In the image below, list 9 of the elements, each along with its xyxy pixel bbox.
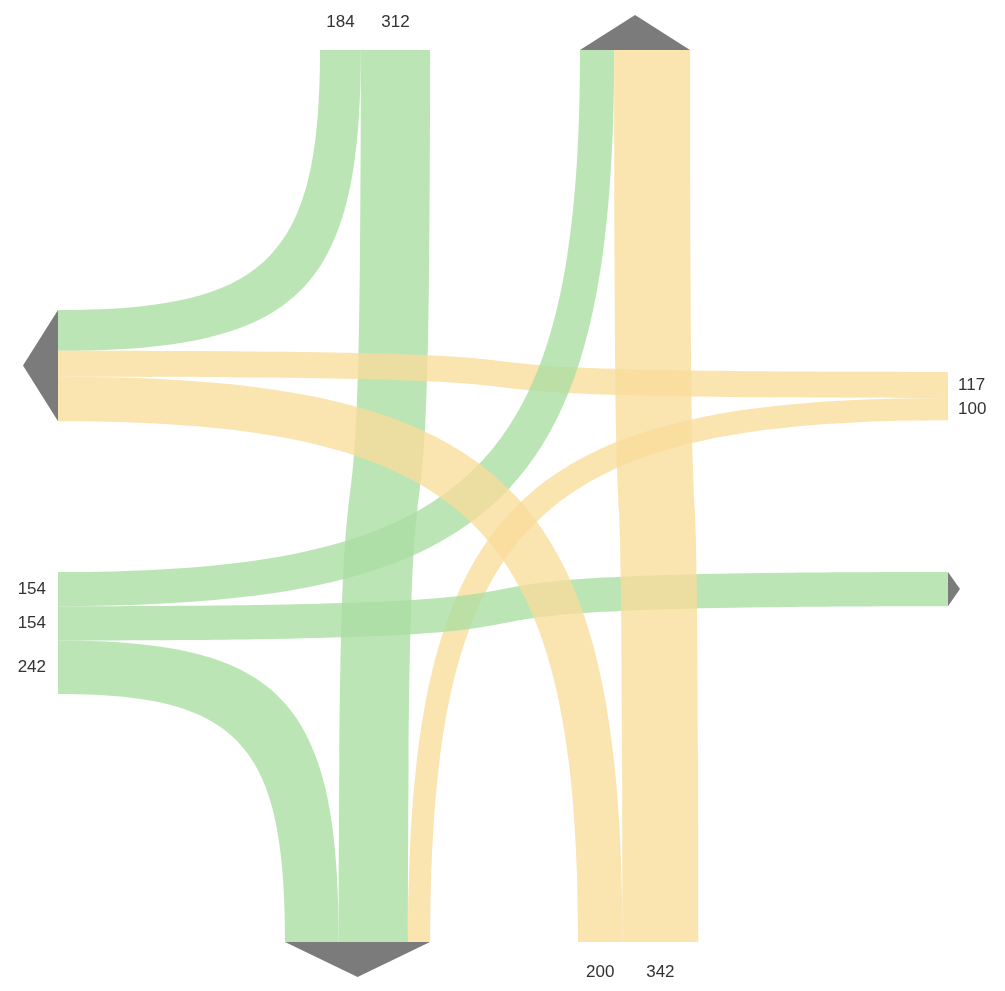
data-label: 154 (17, 578, 46, 598)
data-label: 342 (646, 961, 675, 981)
data-label: 154 (17, 612, 46, 632)
data-label: 200 (586, 961, 615, 981)
data-label: 242 (17, 656, 46, 676)
data-label: 312 (381, 11, 410, 31)
data-label: 117 (958, 374, 986, 394)
data-label: 100 (958, 398, 987, 418)
data-label: 184 (326, 11, 355, 31)
